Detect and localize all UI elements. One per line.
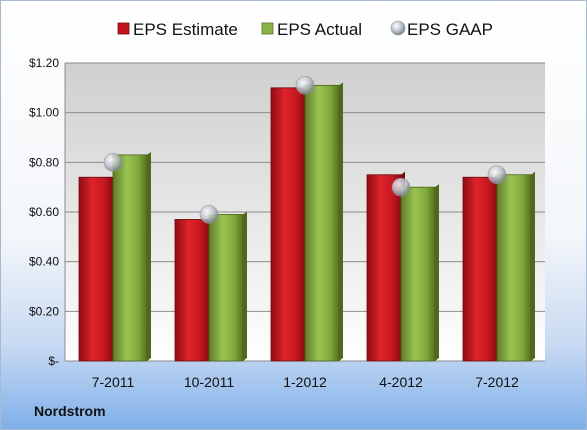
bar-eps-estimate-4 bbox=[462, 176, 498, 362]
x-tick-label-0: 7-2011 bbox=[92, 374, 135, 390]
legend-swatch-0 bbox=[117, 22, 130, 35]
legend-label-2: EPS GAAP bbox=[407, 20, 493, 39]
y-tick-label-1: $0.20 bbox=[29, 304, 59, 318]
bar-eps-actual-3 bbox=[400, 186, 436, 362]
bar-eps-estimate-0 bbox=[78, 176, 114, 362]
y-tick-label-3: $0.60 bbox=[29, 205, 59, 219]
y-tick-label-4: $0.80 bbox=[29, 155, 59, 169]
bar-side-eps-actual-1 bbox=[243, 211, 247, 361]
x-tick-label-4: 7-2012 bbox=[475, 374, 519, 390]
legend-label-1: EPS Actual bbox=[277, 20, 362, 39]
bar-eps-estimate-3 bbox=[366, 174, 402, 362]
gaap-marker-3 bbox=[391, 177, 411, 197]
legend-swatch-2 bbox=[390, 20, 406, 36]
x-tick-label-1: 10-2011 bbox=[184, 374, 235, 390]
y-tick-label-0: $- bbox=[48, 354, 59, 368]
bar-eps-actual-2 bbox=[304, 84, 340, 362]
y-tick-label-6: $1.20 bbox=[29, 56, 59, 70]
legend-swatch-1 bbox=[261, 22, 274, 35]
gaap-marker-0 bbox=[103, 153, 123, 172]
legend-label-0: EPS Estimate bbox=[133, 20, 238, 39]
y-tick-label-5: $1.00 bbox=[29, 106, 59, 120]
bar-side-eps-actual-4 bbox=[531, 171, 535, 361]
bar-side-eps-actual-2 bbox=[339, 82, 343, 361]
bar-eps-actual-4 bbox=[496, 174, 532, 362]
bar-eps-estimate-1 bbox=[174, 219, 210, 362]
bar-side-eps-actual-3 bbox=[435, 184, 439, 361]
y-tick-label-2: $0.40 bbox=[29, 255, 59, 269]
company-name: Nordstrom bbox=[34, 403, 106, 419]
bar-eps-actual-0 bbox=[112, 154, 148, 362]
gaap-marker-4 bbox=[487, 165, 507, 185]
x-tick-label-3: 4-2012 bbox=[379, 374, 423, 390]
bar-side-eps-actual-0 bbox=[147, 151, 151, 361]
gaap-marker-2 bbox=[295, 76, 315, 95]
bar-eps-actual-1 bbox=[208, 214, 244, 362]
x-tick-label-2: 1-2012 bbox=[283, 374, 327, 390]
gaap-marker-1 bbox=[199, 205, 219, 224]
bar-eps-estimate-2 bbox=[270, 87, 306, 362]
